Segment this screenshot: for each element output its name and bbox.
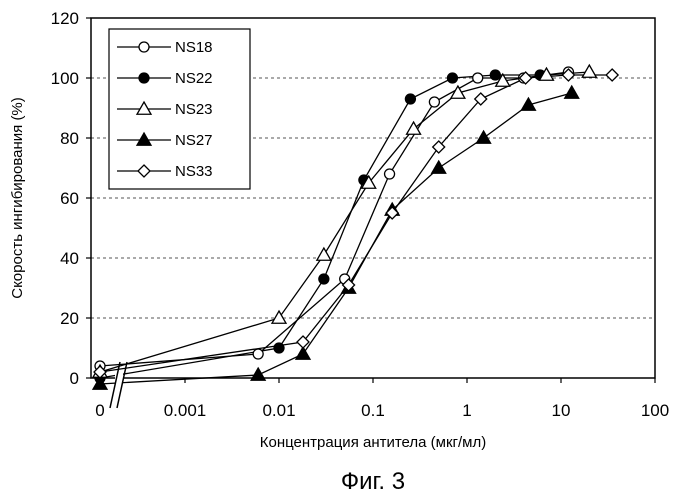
y-tick-label-5: 100 bbox=[51, 69, 79, 88]
x-tick-label-3: 0.1 bbox=[361, 401, 385, 420]
point-ns33-8 bbox=[606, 69, 618, 81]
figure-caption: Фиг. 3 bbox=[341, 468, 405, 495]
y-tick-label-1: 20 bbox=[60, 309, 79, 328]
legend-label-ns33: NS33 bbox=[175, 163, 213, 180]
x-tick-label-6: 100 bbox=[641, 401, 669, 420]
y-tick-label-0: 0 bbox=[70, 369, 79, 388]
point-ns18-5 bbox=[473, 73, 483, 83]
y-tick-label-3: 60 bbox=[60, 189, 79, 208]
point-ns27-6 bbox=[477, 131, 491, 143]
x-axis-title: Концентрация антитела (мкг/мл) bbox=[260, 434, 486, 451]
point-ns22-1 bbox=[274, 343, 284, 353]
point-ns18-3 bbox=[385, 169, 395, 179]
y-tick-label-6: 120 bbox=[51, 9, 79, 28]
y-axis-title: Скорость ингибирования (%) bbox=[9, 97, 26, 299]
legend-label-ns22: NS22 bbox=[175, 70, 213, 87]
point-ns23-8 bbox=[582, 65, 596, 77]
point-ns22-5 bbox=[447, 73, 457, 83]
y-tick-label-4: 80 bbox=[60, 129, 79, 148]
x-tick-label-1: 0.001 bbox=[164, 401, 207, 420]
x-tick-label-0: 0 bbox=[95, 401, 104, 420]
point-ns27-5 bbox=[432, 161, 446, 173]
legend-label-ns18: NS18 bbox=[175, 39, 213, 56]
legend-marker-ns18 bbox=[139, 42, 149, 52]
x-tick-label-2: 0.01 bbox=[262, 401, 295, 420]
point-ns22-4 bbox=[405, 94, 415, 104]
point-ns18-4 bbox=[429, 97, 439, 107]
point-ns23-1 bbox=[272, 311, 286, 323]
legend-marker-ns22 bbox=[139, 73, 149, 83]
x-tick-label-5: 10 bbox=[552, 401, 571, 420]
y-tick-label-2: 40 bbox=[60, 249, 79, 268]
legend-label-ns27: NS27 bbox=[175, 132, 213, 149]
legend-label-ns23: NS23 bbox=[175, 101, 213, 118]
x-tick-label-4: 1 bbox=[462, 401, 471, 420]
point-ns27-1 bbox=[251, 368, 265, 380]
legend: NS18 NS22 NS23 NS27 NS33 bbox=[109, 29, 250, 189]
point-ns27-8 bbox=[565, 86, 579, 98]
point-ns22-6 bbox=[490, 70, 500, 80]
point-ns33-1 bbox=[297, 336, 309, 348]
point-ns18-1 bbox=[253, 349, 263, 359]
point-ns23-2 bbox=[317, 248, 331, 260]
point-ns22-2 bbox=[319, 274, 329, 284]
